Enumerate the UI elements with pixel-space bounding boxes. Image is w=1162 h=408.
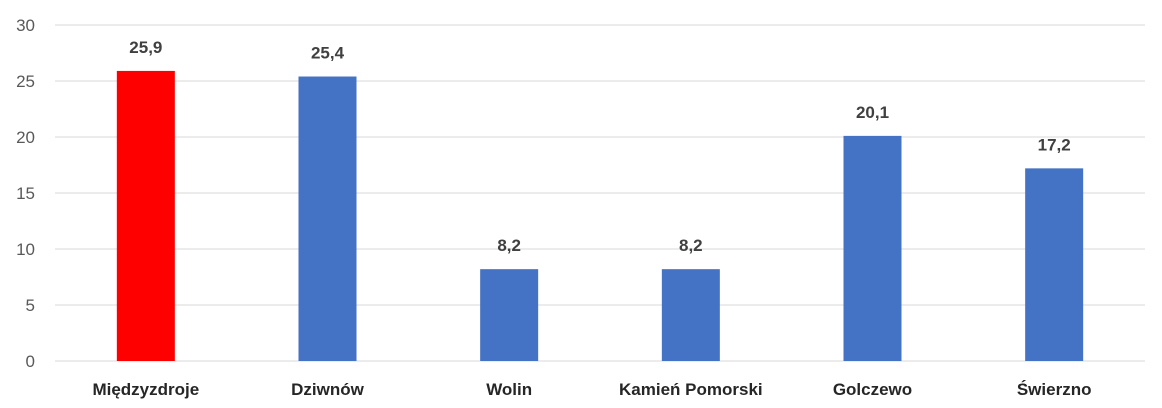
category-label: Świerzno	[1017, 380, 1092, 399]
y-axis-ticks: 0 5 10 15 20 25 30	[16, 16, 35, 371]
data-label: 25,9	[129, 38, 162, 57]
bar	[298, 76, 357, 362]
gridlines	[55, 24, 1145, 362]
category-label: Międzyzdroje	[92, 380, 199, 399]
data-labels: 25,9 25,4 8,2 8,2 20,1 17,2	[129, 38, 1070, 255]
data-label: 25,4	[311, 44, 345, 63]
y-tick-label: 25	[16, 72, 35, 91]
bar	[1025, 168, 1084, 361]
category-label: Kamień Pomorski	[619, 380, 763, 399]
y-tick-label: 10	[16, 240, 35, 259]
y-tick-label: 20	[16, 128, 35, 147]
bar	[480, 269, 539, 361]
data-label: 20,1	[856, 103, 889, 122]
category-label: Wolin	[486, 380, 532, 399]
y-tick-label: 15	[16, 184, 35, 203]
y-tick-label: 5	[26, 296, 35, 315]
x-axis-categories: Międzyzdroje Dziwnów Wolin Kamień Pomorski G…	[92, 380, 1091, 399]
y-tick-label: 0	[26, 352, 35, 371]
category-label: Dziwnów	[291, 380, 364, 399]
data-label: 8,2	[497, 236, 521, 255]
bar	[116, 70, 175, 362]
bar	[661, 269, 720, 361]
category-label: Golczewo	[833, 380, 912, 399]
bars	[116, 70, 1084, 362]
y-tick-label: 30	[16, 16, 35, 35]
data-label: 8,2	[679, 236, 703, 255]
bar	[843, 135, 902, 361]
data-label: 17,2	[1038, 135, 1071, 154]
